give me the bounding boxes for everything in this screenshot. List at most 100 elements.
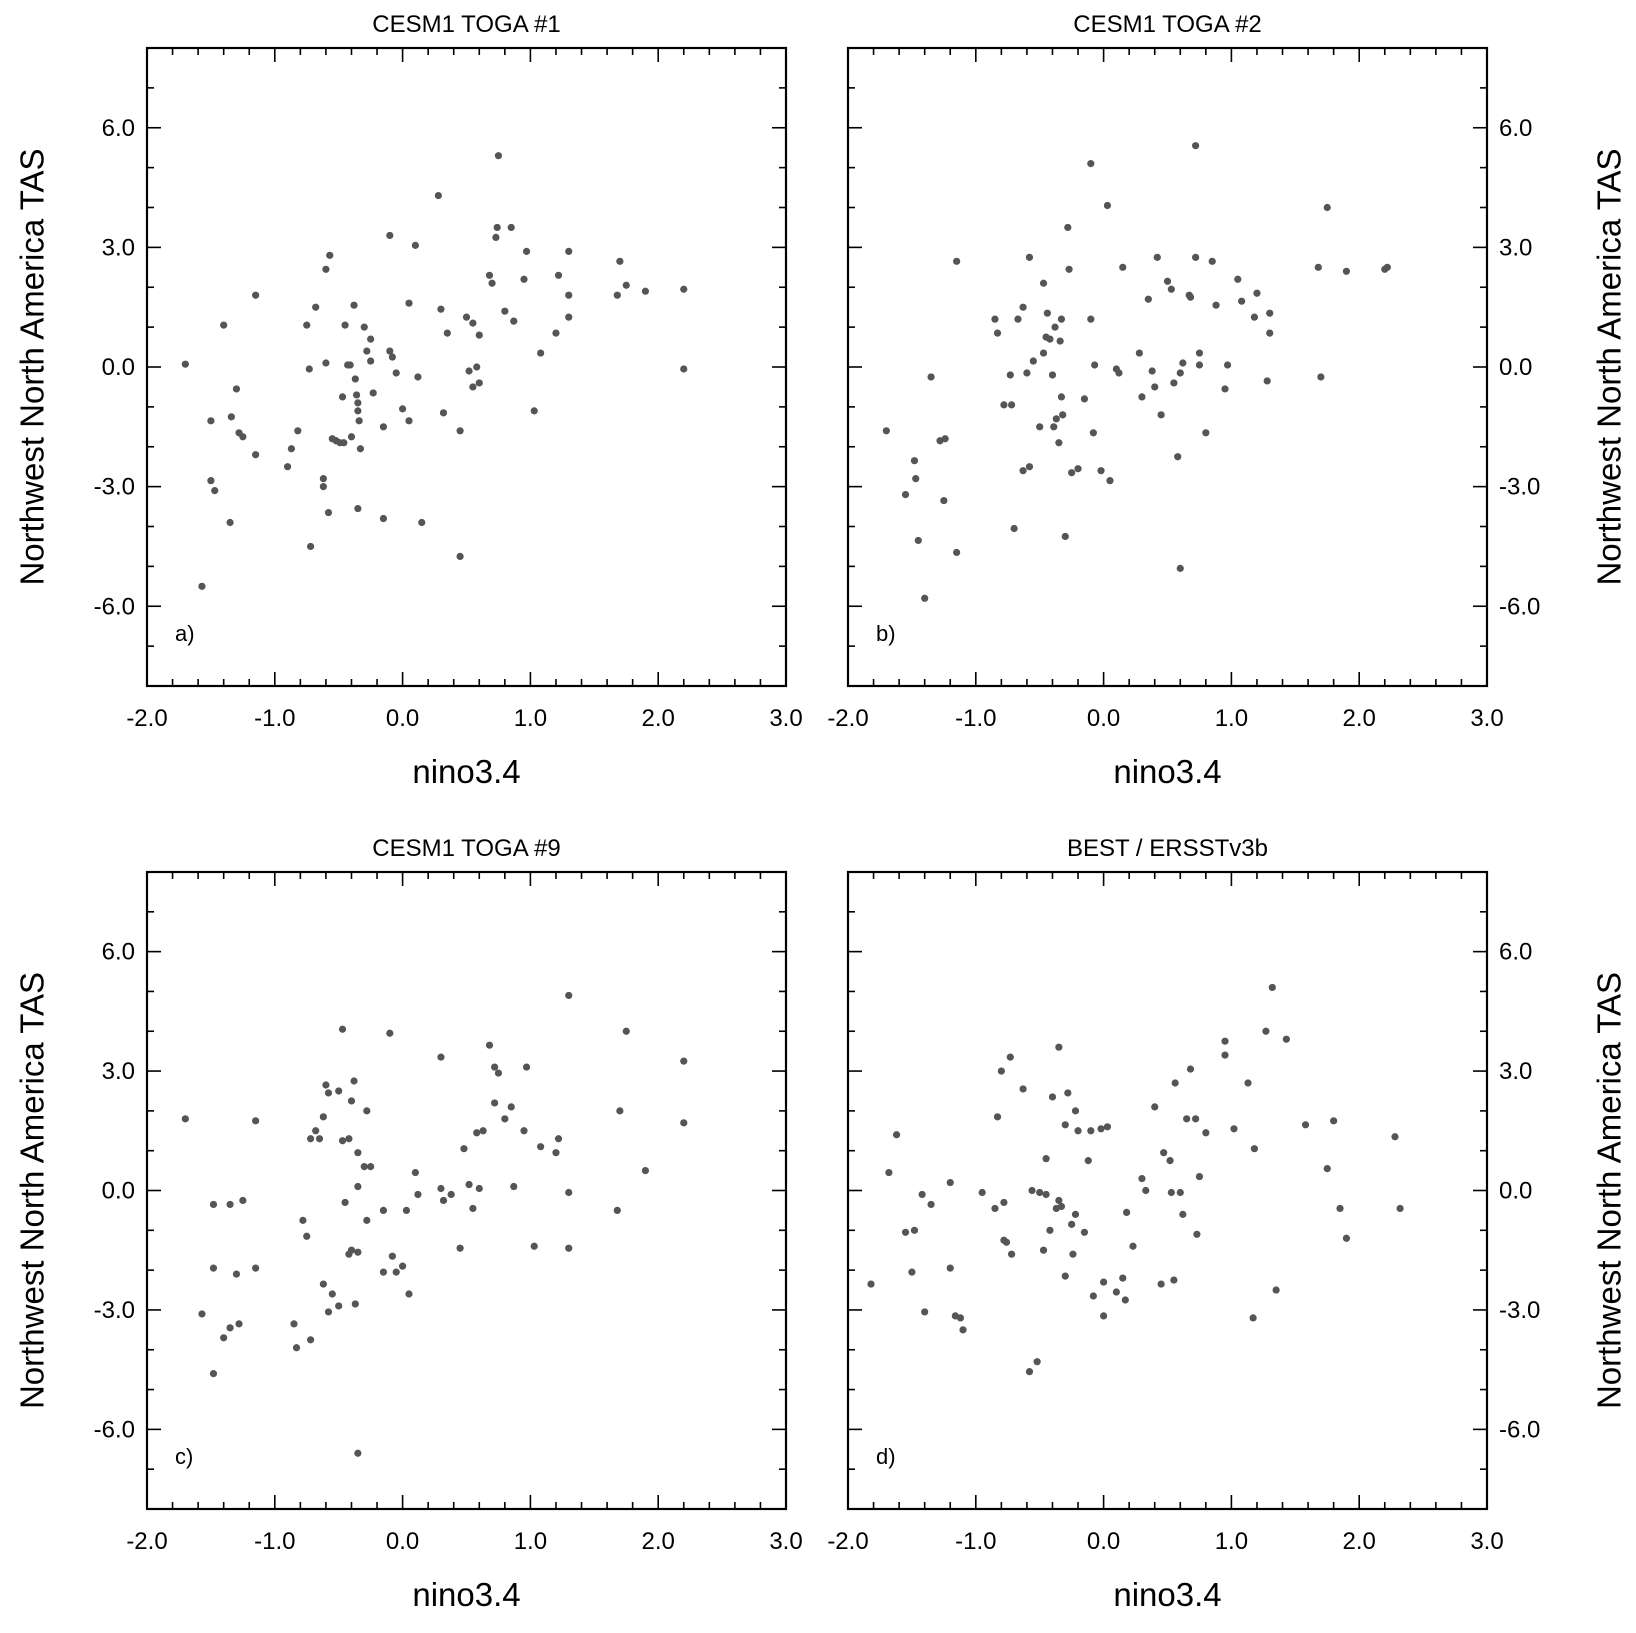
data-point <box>303 321 311 329</box>
data-point <box>978 1188 986 1197</box>
data-point <box>328 1290 336 1298</box>
data-point <box>443 329 451 337</box>
data-point <box>456 427 464 435</box>
x-tick-label: 0.0 <box>386 1528 419 1555</box>
data-point <box>554 271 563 279</box>
panel-a-ylabel: Northwest North America TAS <box>14 148 51 585</box>
data-point <box>1195 349 1204 357</box>
data-point <box>379 514 388 523</box>
y-tick-label: -6.0 <box>94 1416 135 1443</box>
data-point <box>1084 1157 1092 1165</box>
data-point <box>198 582 206 590</box>
data-point <box>252 1117 260 1125</box>
data-point <box>399 405 407 413</box>
data-point <box>1048 1093 1057 1101</box>
data-point <box>507 1103 515 1111</box>
data-point <box>1087 1127 1095 1135</box>
data-point <box>1266 329 1274 337</box>
data-point <box>991 1204 999 1213</box>
data-point <box>367 335 375 343</box>
data-point <box>469 383 477 391</box>
data-point <box>641 1166 650 1175</box>
data-point <box>1221 1051 1229 1059</box>
data-point <box>1176 369 1184 377</box>
data-point <box>1064 223 1072 232</box>
data-point <box>1019 303 1027 311</box>
data-point <box>1160 1149 1168 1157</box>
data-point <box>354 407 362 415</box>
data-point <box>1023 369 1031 377</box>
y-tick-label: 6.0 <box>102 115 135 142</box>
data-point <box>537 349 545 357</box>
data-point <box>1221 385 1229 393</box>
data-point <box>1119 1274 1127 1282</box>
data-point <box>1106 477 1114 485</box>
data-point <box>1055 1043 1063 1051</box>
data-point <box>530 407 538 415</box>
data-point <box>1080 1228 1089 1236</box>
data-point <box>386 347 394 355</box>
data-point <box>350 301 358 309</box>
data-point <box>1000 401 1008 409</box>
data-point <box>565 291 573 299</box>
data-point <box>882 427 890 435</box>
data-point <box>953 548 961 557</box>
data-point <box>1230 1125 1238 1133</box>
data-point <box>360 1163 368 1171</box>
panel-b-title: CESM1 TOGA #2 <box>1073 11 1262 38</box>
data-point <box>1057 393 1066 401</box>
data-point <box>1262 1027 1270 1035</box>
data-point <box>507 223 515 232</box>
data-point <box>338 1137 347 1145</box>
data-point <box>473 1129 481 1137</box>
data-point <box>1057 315 1066 323</box>
data-point <box>494 1069 503 1077</box>
data-point <box>1170 379 1178 387</box>
data-point <box>405 417 413 425</box>
data-point <box>220 321 228 329</box>
data-point <box>959 1326 967 1334</box>
data-point <box>439 409 448 417</box>
data-point <box>1042 1190 1050 1199</box>
x-tick-label: 2.0 <box>642 1528 675 1555</box>
data-point <box>530 1242 538 1250</box>
data-point <box>1097 467 1105 475</box>
data-point <box>1025 253 1034 261</box>
x-tick-label: 0.0 <box>1087 705 1120 732</box>
data-point <box>1091 361 1099 369</box>
y-tick-label: 0.0 <box>1499 354 1532 381</box>
x-tick-label: -2.0 <box>126 705 167 732</box>
data-point <box>475 1184 483 1193</box>
data-point <box>1074 1127 1082 1135</box>
data-point <box>956 1314 965 1322</box>
data-point <box>501 1115 509 1123</box>
data-point <box>1087 160 1095 168</box>
data-point <box>402 1206 411 1215</box>
data-point <box>1153 253 1161 261</box>
data-point <box>324 1308 333 1316</box>
panel-d-ylabel: Northwest North America TAS <box>1591 972 1628 1409</box>
data-point <box>1186 1065 1195 1073</box>
data-point <box>227 413 235 421</box>
data-point <box>1100 1312 1108 1320</box>
data-point <box>232 385 241 393</box>
data-point <box>510 317 518 325</box>
x-tick-label: 3.0 <box>769 1528 802 1555</box>
data-point <box>335 1087 343 1095</box>
data-point <box>1176 1188 1184 1197</box>
data-point <box>341 321 349 329</box>
data-point <box>494 152 503 160</box>
data-point <box>306 1135 315 1143</box>
data-point <box>345 1135 353 1143</box>
data-point <box>283 463 292 471</box>
data-point <box>1266 309 1274 317</box>
data-point <box>1244 1079 1252 1087</box>
data-point <box>1221 1037 1229 1045</box>
data-point <box>1002 1238 1011 1246</box>
x-tick-label: -1.0 <box>254 705 295 732</box>
data-point <box>392 1268 400 1276</box>
data-point <box>914 536 922 545</box>
data-point <box>414 373 422 381</box>
x-tick-label: 3.0 <box>1470 1528 1503 1555</box>
panel-d-title: BEST / ERSSTv3b <box>1067 835 1268 862</box>
